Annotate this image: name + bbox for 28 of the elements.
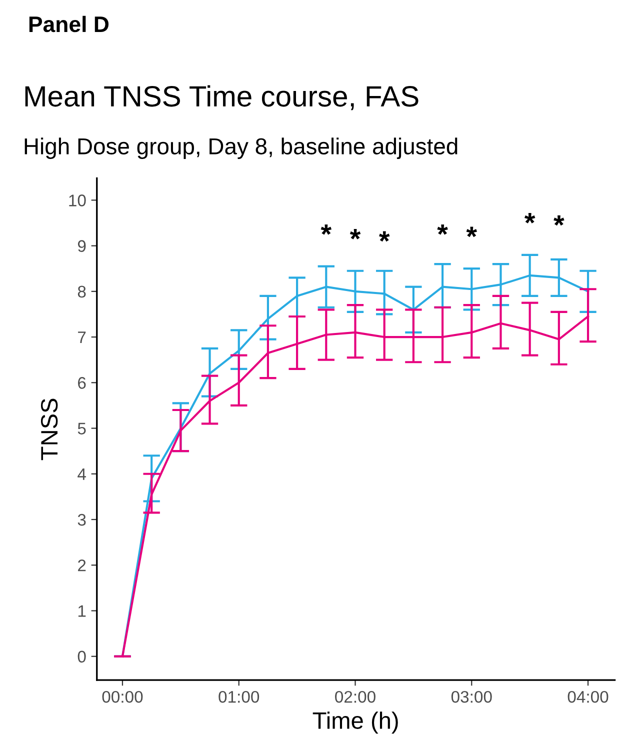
y-tick-label: 6 xyxy=(78,377,86,389)
y-tick-label: 4 xyxy=(78,468,86,480)
annotation: * xyxy=(524,213,536,224)
annotation: * xyxy=(437,224,448,235)
x-tick-label: 03:00 xyxy=(451,690,492,703)
y-tick-label: 9 xyxy=(78,240,86,252)
y-tick-label: 0 xyxy=(78,650,86,663)
y-axis-title: TNSS xyxy=(40,398,58,460)
x-tick-label: 04:00 xyxy=(568,690,608,703)
chart-subtitle: High Dose group, Day 8, baseline adjusted xyxy=(24,138,458,159)
annotation: * xyxy=(350,229,361,240)
x-axis-title: Time (h) xyxy=(312,712,398,734)
x-tick-label: 01:00 xyxy=(218,690,260,703)
y-tick-label: 1 xyxy=(78,605,86,617)
annotation: * xyxy=(466,226,478,238)
chart-title: Mean TNSS Time course, FAS xyxy=(25,85,418,110)
annotation: * xyxy=(379,231,390,242)
x-tick-label: 00:00 xyxy=(102,690,143,703)
y-tick-label: 7 xyxy=(78,332,86,344)
x-tick-label: 02:00 xyxy=(335,690,376,703)
y-tick-label: 8 xyxy=(78,286,86,298)
annotation: * xyxy=(320,224,332,235)
annotation: * xyxy=(554,215,564,226)
text: Panel D xyxy=(29,16,109,32)
y-tick-label: 3 xyxy=(78,514,86,526)
y-tick-label: 2 xyxy=(78,560,86,572)
y-tick-label: 10 xyxy=(69,194,86,206)
y-tick-label: 5 xyxy=(78,422,86,434)
